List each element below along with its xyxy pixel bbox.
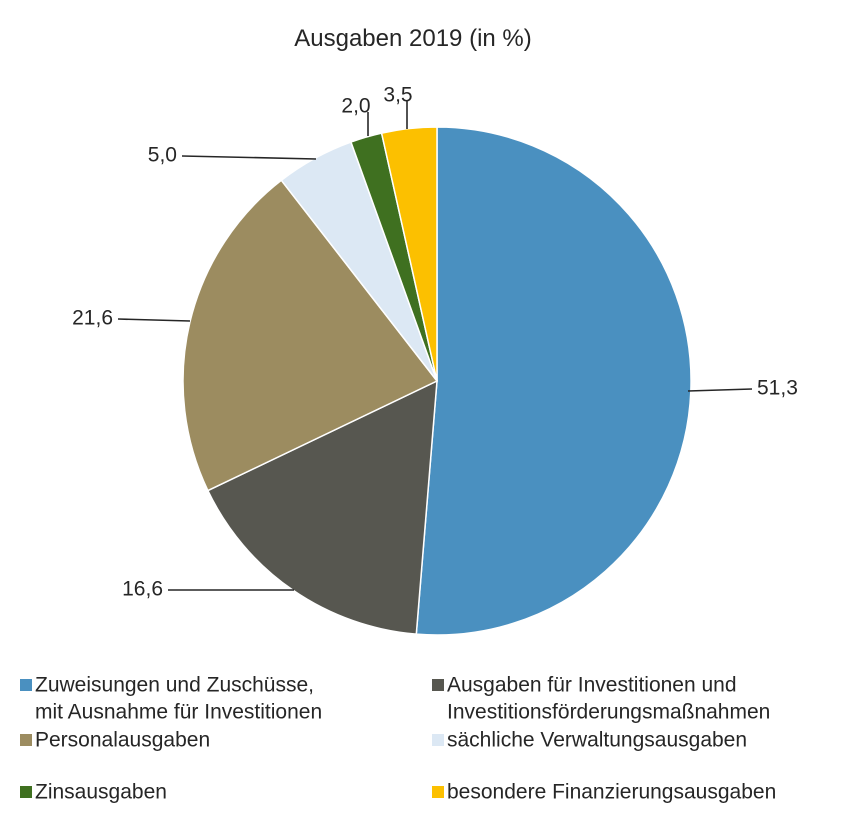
- pie-slice-3: [182, 179, 439, 492]
- legend-label-2-line-2: Investitionsförderungsmaßnahmen: [447, 701, 770, 724]
- legend-swatch-5: [20, 786, 32, 798]
- legend: Zuweisungen und Zuschüsse, mit Ausnahme f…: [20, 674, 776, 804]
- legend-label-2-line-1: Ausgaben für Investitionen und: [447, 674, 737, 697]
- legend-item-4: sächliche Verwaltungsausgaben: [432, 729, 747, 752]
- legend-item-5: Zinsausgaben: [20, 781, 167, 804]
- pie-slice-1: [415, 126, 692, 636]
- data-label-5: 2,0: [341, 95, 370, 118]
- legend-label-3-line-1: Personalausgaben: [35, 729, 210, 752]
- legend-swatch-4: [432, 734, 444, 746]
- leader-line-1: [687, 388, 753, 392]
- chart-title: Ausgaben 2019 (in %): [294, 25, 532, 52]
- pie-slice-6: [380, 126, 438, 382]
- pie-slices: [182, 126, 692, 636]
- legend-swatch-2: [432, 679, 444, 691]
- legend-item-1: Zuweisungen und Zuschüsse, mit Ausnahme f…: [20, 674, 322, 724]
- legend-label-5-line-1: Zinsausgaben: [35, 781, 167, 804]
- legend-label-6-line-1: besondere Finanzierungsausgaben: [447, 781, 776, 804]
- leader-line-3: [117, 318, 191, 322]
- leader-line-4: [181, 155, 317, 160]
- data-label-3: 21,6: [72, 307, 113, 330]
- legend-swatch-1: [20, 679, 32, 691]
- legend-label-1-line-2: mit Ausnahme für Investitionen: [35, 701, 322, 724]
- legend-item-2: Ausgaben für Investitionen und Investitio…: [432, 674, 770, 724]
- data-label-1: 51,3: [757, 377, 798, 400]
- data-labels: 51,3 16,6 21,6 5,0 2,0 3,5: [72, 84, 798, 601]
- data-label-6: 3,5: [383, 84, 412, 107]
- legend-swatch-3: [20, 734, 32, 746]
- legend-item-3: Personalausgaben: [20, 729, 210, 752]
- data-label-2: 16,6: [122, 578, 163, 601]
- legend-label-4-line-1: sächliche Verwaltungsausgaben: [447, 729, 747, 752]
- legend-label-1-line-1: Zuweisungen und Zuschüsse,: [35, 674, 314, 697]
- leader-lines: [117, 101, 753, 591]
- legend-swatch-6: [432, 786, 444, 798]
- legend-item-6: besondere Finanzierungsausgaben: [432, 781, 776, 804]
- data-label-4: 5,0: [148, 144, 177, 167]
